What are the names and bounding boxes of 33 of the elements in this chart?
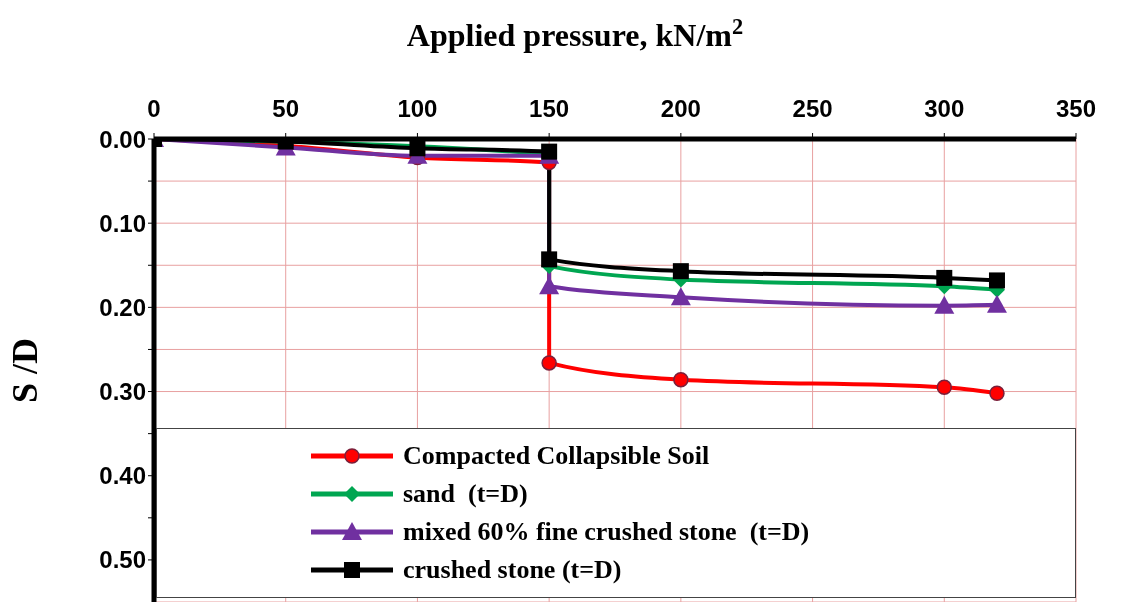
point: [673, 372, 689, 388]
x-tick-label: 150: [529, 95, 570, 122]
x-tick-label: 300: [924, 95, 965, 122]
y-tick-label: 0.40: [99, 462, 146, 490]
legend-label: crushed stone (t=D): [403, 555, 622, 585]
point: [989, 385, 1005, 401]
x-axis-title: Applied pressure, kN/m$^{2}$: [406, 13, 744, 53]
x-tick-label: 250: [792, 95, 833, 122]
point: [988, 272, 1005, 289]
y-tick-label: 0.00: [99, 125, 146, 153]
point: [936, 379, 953, 396]
legend-label: mixed 60% fine crushed stone (t=D): [403, 517, 810, 547]
y-tick-label: 0.30: [99, 378, 146, 406]
x-tick-label: 350: [1055, 95, 1097, 122]
x-tick-label: 50: [272, 95, 300, 122]
point: [670, 287, 691, 306]
point: [934, 295, 955, 314]
point: [541, 355, 557, 371]
x-tick-label: 0: [147, 95, 161, 122]
point: [539, 276, 560, 295]
point: [672, 263, 689, 280]
point: [986, 294, 1007, 313]
x-tick-label: 200: [660, 95, 701, 122]
legend-label: Compacted Collapsible Soil: [403, 441, 710, 471]
y-axis-title: S /D: [4, 337, 45, 404]
x-tick-label: 100: [397, 95, 438, 122]
y-tick-label: 0.20: [99, 293, 146, 321]
point: [541, 251, 558, 268]
point: [936, 269, 953, 286]
point: [409, 140, 426, 157]
y-tick-label: 0.10: [99, 209, 146, 237]
y-tick-label: 0.50: [99, 546, 146, 574]
legend-label: sand (t=D): [403, 479, 528, 509]
